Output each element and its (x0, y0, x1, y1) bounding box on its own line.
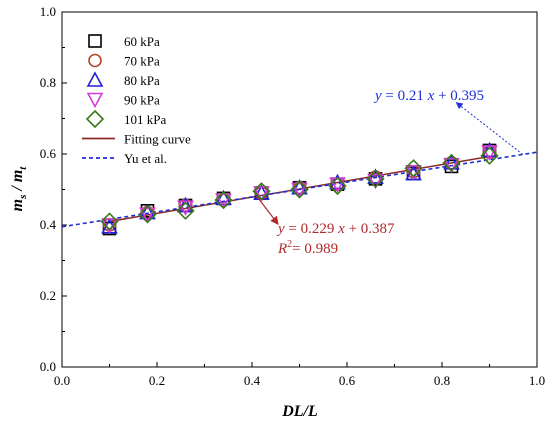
data-point (481, 141, 498, 158)
data-point (177, 200, 194, 216)
legend-label: 80 kPa (124, 73, 160, 88)
data-point (443, 157, 460, 174)
y-label-m2: m (9, 170, 26, 182)
data-point (253, 186, 270, 202)
data-point (138, 205, 157, 224)
data-point (367, 168, 384, 184)
legend-marker (88, 53, 102, 68)
ticks: 0.0 0.2 0.4 0.6 0.8 1.0 0.0 0.2 0.4 0.6 0.8 1.0 (40, 4, 545, 388)
fit-annotation-arrow (256, 195, 279, 225)
anno-r-sup: 2 (287, 239, 292, 250)
data-point (215, 193, 232, 209)
annotation-arrows (256, 102, 524, 225)
data-point (291, 179, 308, 195)
anno-fit-rest: + 0.387 (345, 221, 395, 237)
data-point (139, 203, 156, 220)
data-points (100, 141, 499, 236)
legend-label: 60 kPa (124, 34, 160, 49)
data-point (177, 196, 194, 213)
anno-yu-eq: = 0.21 (382, 88, 428, 104)
data-point (443, 154, 460, 170)
annotation-r2: R2= 0.989 (277, 239, 338, 257)
data-point (291, 182, 308, 199)
data-point (442, 153, 461, 173)
y-tick-label: 0.8 (40, 75, 56, 90)
anno-yu-rest: + 0.395 (434, 88, 484, 104)
anno-r-rest: = 0.989 (292, 241, 338, 257)
x-tick-label: 0.8 (434, 373, 450, 388)
y-label-sep: / (9, 182, 26, 194)
y-tick-label: 1.0 (40, 4, 56, 19)
legend-box (74, 27, 224, 162)
x-tick-label: 0.4 (244, 373, 261, 388)
data-point (480, 146, 499, 165)
anno-yu-x: x (427, 88, 435, 104)
data-point (481, 145, 498, 161)
legend-label: 90 kPa (124, 93, 160, 108)
anno-fit-eq: = 0.229 (285, 221, 338, 237)
y-tick-label: 0.6 (40, 146, 57, 161)
data-point (366, 169, 385, 188)
legend-marker (86, 92, 104, 109)
data-point (215, 189, 232, 206)
data-point (214, 191, 233, 210)
data-point (176, 201, 195, 220)
x-axis-title: DL/L (281, 403, 318, 420)
legend-label: Fitting curve (124, 132, 191, 147)
anno-fit-y: y (276, 221, 285, 237)
legend-marker (86, 71, 104, 87)
y-label-m1: m (9, 199, 26, 211)
anno-r: R (277, 241, 287, 257)
legend-label: 101 kPa (124, 112, 166, 127)
data-point (252, 182, 271, 201)
series-101-kpa (100, 146, 499, 231)
data-point (290, 180, 309, 199)
legend: 60 kPa 70 kPa 80 kPa 90 kPa 101 kPa Fitting c… (74, 27, 224, 166)
y-label-sub1: s (17, 195, 29, 200)
annotation-yu-equation: y = 0.21 x + 0.395 (373, 88, 484, 104)
data-point (139, 207, 156, 224)
y-tick-label: 0.4 (40, 217, 57, 232)
legend-marker (85, 109, 105, 129)
x-tick-label: 1.0 (529, 373, 545, 388)
x-tick-label: 0.6 (339, 373, 356, 388)
y-tick-label: 0.0 (40, 359, 56, 374)
data-point (404, 159, 423, 178)
anno-yu-y: y (373, 88, 382, 104)
legend-label: 70 kPa (124, 54, 160, 69)
legend-marker (88, 34, 102, 48)
annotation-fit-equation: y = 0.229 x + 0.387 (276, 221, 395, 237)
data-point (100, 212, 119, 231)
y-tick-label: 0.2 (40, 288, 56, 303)
y-axis-title: ms / mt (9, 166, 29, 212)
data-point (367, 173, 384, 190)
y-label-sub2: t (17, 166, 29, 170)
anno-fit-x: x (337, 221, 345, 237)
x-tick-label: 0.0 (54, 373, 70, 388)
data-point (328, 176, 347, 196)
x-tick-label: 0.2 (149, 373, 165, 388)
data-point (102, 221, 117, 236)
legend-label: Yu et al. (124, 151, 167, 166)
